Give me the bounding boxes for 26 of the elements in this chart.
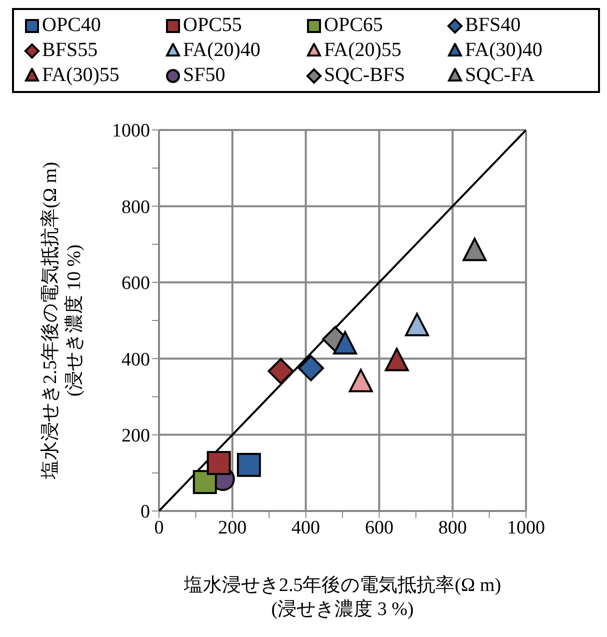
legend-label: FA(30)40 bbox=[465, 39, 542, 62]
legend-label: OPC40 bbox=[42, 14, 101, 37]
x-tick-label: 0 bbox=[154, 517, 164, 538]
y-tick-label: 1000 bbox=[112, 120, 150, 142]
legend-label: BFS55 bbox=[42, 39, 98, 62]
legend-label: SQC-BFS bbox=[324, 64, 406, 87]
y-tick-label: 800 bbox=[122, 196, 150, 218]
legend-label: OPC55 bbox=[183, 14, 242, 37]
x-tick-label: 600 bbox=[364, 517, 394, 538]
legend-label: FA(20)40 bbox=[183, 39, 260, 62]
legend-label: SQC-FA bbox=[465, 64, 535, 87]
legend-label: FA(20)55 bbox=[324, 39, 402, 62]
y-tick-label: 600 bbox=[122, 273, 150, 294]
x-axis-title: 塩水浸せき2.5年後の電気抵抗率(Ω m) (浸せき濃度 3 %) bbox=[182, 574, 502, 620]
x-tick-label: 1000 bbox=[507, 517, 545, 538]
legend-label: FA(30)55 bbox=[42, 64, 120, 87]
legend-label: OPC65 bbox=[324, 14, 383, 37]
x-tick-label: 400 bbox=[292, 517, 320, 538]
legend-label: BFS40 bbox=[465, 14, 521, 37]
y-tick-label: 200 bbox=[122, 426, 150, 447]
legend-label: SF50 bbox=[183, 64, 226, 87]
x-tick-label: 800 bbox=[438, 517, 467, 538]
x-tick-label: 200 bbox=[218, 517, 247, 538]
y-tick-label: 400 bbox=[122, 349, 150, 370]
y-axis-title: 塩水浸せき2.5年後の電気抵抗率(Ω m) (浸せき濃度 10 %) bbox=[39, 162, 85, 480]
y-tick-label: 0 bbox=[140, 502, 150, 523]
